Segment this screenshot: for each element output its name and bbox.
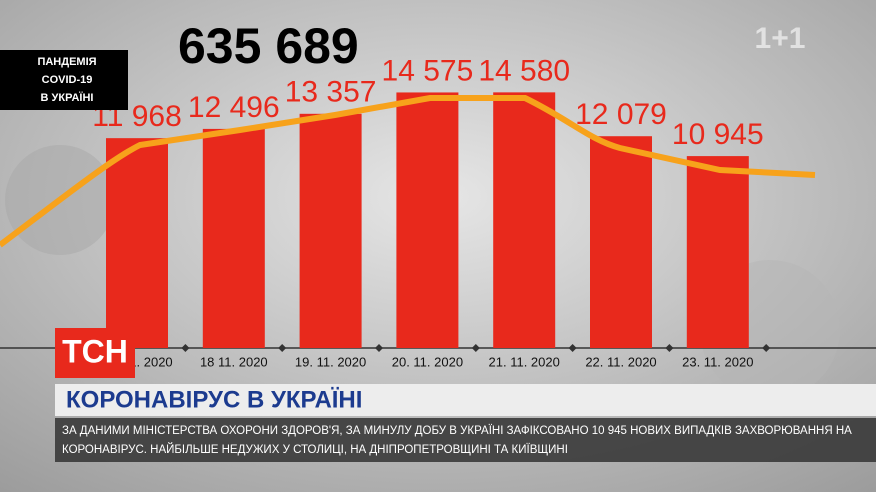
trend-line [0, 95, 816, 248]
axis-marker [762, 344, 771, 352]
badge-line: В УКРАЇНІ [41, 91, 94, 104]
x-tick-label: 19. 11. 2020 [295, 354, 366, 369]
bar [202, 128, 265, 348]
headline: КОРОНАВІРУС В УКРАЇНІ [66, 386, 362, 413]
badge-line: ПАНДЕМІЯ [37, 56, 96, 68]
headline-bar [55, 384, 876, 416]
axis-marker [278, 344, 287, 352]
x-tick-label: 18 11. 2020 [200, 354, 268, 369]
x-tick-label: 21. 11. 2020 [489, 354, 560, 369]
logo: ТСН [62, 333, 128, 369]
value-label: 13 357 [285, 76, 377, 109]
value-label: 10 945 [672, 118, 764, 151]
axis-marker [665, 344, 674, 352]
bar [106, 138, 168, 348]
total: 635 689 [178, 18, 359, 74]
value-label: 14 580 [478, 54, 570, 87]
value-label: 12 079 [575, 98, 667, 131]
x-tick-label: 23. 11. 2020 [682, 354, 753, 369]
logo-box [55, 328, 135, 378]
bar [493, 92, 556, 348]
axis-marker [375, 344, 383, 352]
value-label: 14 575 [382, 54, 474, 87]
x-tick-label: 22. 11. 2020 [585, 354, 656, 369]
axis-marker [568, 344, 577, 352]
ticker-line: КОРОНАВІРУС. НАЙБІЛЬШЕ НЕДУЖИХ У СТОЛИЦІ… [62, 443, 568, 456]
bar [686, 156, 749, 348]
ticker-bar [55, 418, 876, 462]
axis-marker [471, 344, 480, 352]
axis-marker [181, 344, 190, 352]
badge [0, 50, 128, 110]
bar [396, 92, 459, 349]
badge-line: COVID-19 [42, 74, 93, 86]
x-tick-label: 20. 11. 2020 [392, 354, 463, 369]
channel-logo: 1+1 [755, 22, 806, 55]
value-label: 12 496 [188, 91, 280, 124]
ticker-line: ЗА ДАНИМИ МІНІСТЕРСТВА ОХОРОНИ ЗДОРОВ'Я,… [62, 425, 852, 437]
bar [590, 136, 652, 348]
bar [299, 113, 362, 348]
